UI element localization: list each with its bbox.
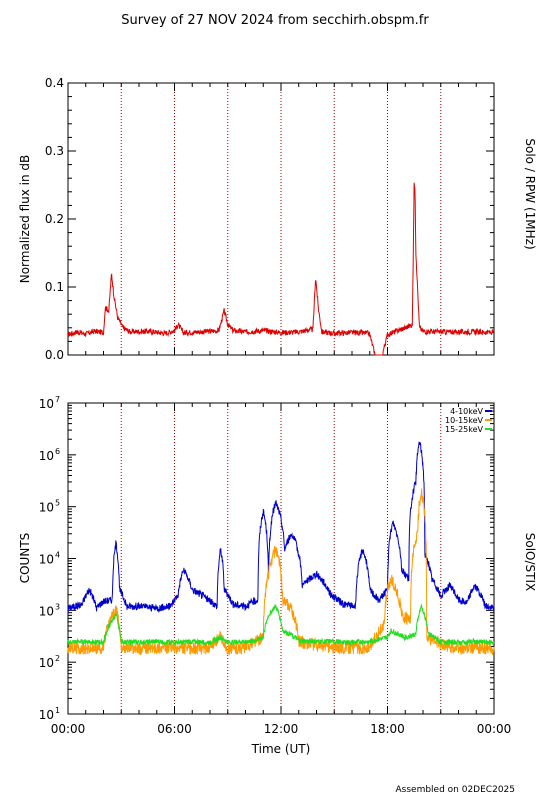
stix-x-tick-label: 00:00 [51,722,86,736]
stix-x-axis-label: Time (UT) [251,742,311,756]
rpw-y-axis-label: Normalized flux in dB [18,155,32,284]
rpw-y-tick-label: 0.3 [45,144,64,158]
assembled-footer: Assembled on 02DEC2025 [396,785,516,795]
rpw-series [67,182,495,356]
stix-y-tick-label: 10 [39,397,54,411]
stix-y-tick-label: 10 [39,656,54,670]
stix-x-tick-label: 18:00 [370,722,405,736]
stix-series-low-line [67,441,495,614]
stix-y-tick-exponent: 7 [55,395,60,404]
stix-x-ticks: 00:00 06:00 12:00 18:00 00:00 [51,403,512,736]
stix-y-tick-exponent: 4 [55,551,60,560]
stix-y-tick-label: 10 [39,708,54,722]
stix-x-tick-label: 06:00 [157,722,192,736]
figure-title: Survey of 27 NOV 2024 from secchirh.obsp… [121,13,429,28]
stix-y-tick-exponent: 5 [55,499,60,508]
stix-y-tick-label: 10 [39,553,54,567]
stix-guide-lines [120,403,442,714]
rpw-y-tick-label: 0.2 [45,212,64,226]
stix-series-mid-line [67,488,495,656]
stix-y-tick-exponent: 2 [55,654,60,663]
rpw-y-tick-label: 0.4 [45,76,64,90]
stix-y-tick-label: 10 [39,449,54,463]
stix-series-high-line [67,604,495,647]
stix-series [67,441,495,656]
stix-y-tick-label: 10 [39,604,54,618]
stix-y-tick-label: 10 [39,501,54,515]
rpw-x-ticks [67,83,495,355]
stix-y-axis-label: COUNTS [18,533,32,584]
rpw-flux-line [67,182,495,356]
stix-y-tick-exponent: 6 [55,447,60,456]
rpw-instrument-label: Solo / RPW (1MHz) [523,138,537,249]
rpw-y-ticks: 0.0 0.1 0.2 0.3 0.4 [45,76,494,362]
stix-instrument-label: SolO/STIX [523,533,537,592]
legend-entry-label: 10-15keV [445,416,484,425]
stix-y-tick-exponent: 1 [55,706,60,715]
stix-y-tick-exponent: 3 [55,602,60,611]
stix-x-tick-label: 12:00 [264,722,299,736]
rpw-guide-lines [120,83,442,355]
legend-entry-label: 15-25keV [445,425,484,434]
legend-entry-label: 4-10keV [450,407,483,416]
stix-x-tick-label: 00:00 [477,722,512,736]
rpw-y-tick-label: 0.0 [45,348,64,362]
rpw-panel: 0.0 0.1 0.2 0.3 0.4 Normalized flux in dB So… [18,76,537,362]
rpw-y-tick-label: 0.1 [45,280,64,294]
